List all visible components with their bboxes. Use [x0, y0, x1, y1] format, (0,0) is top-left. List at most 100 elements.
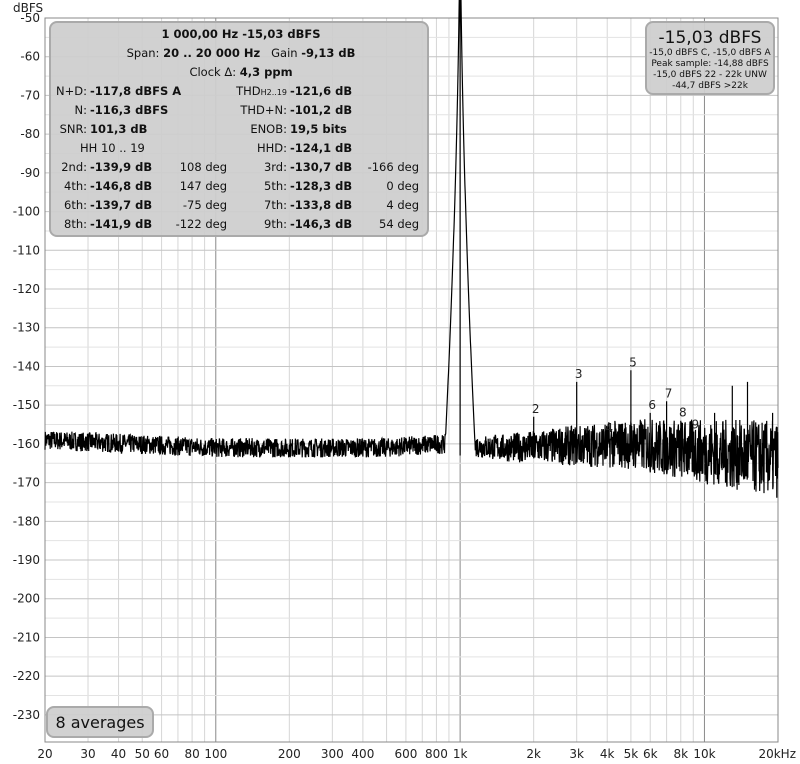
x-tick-label: 800 — [425, 747, 448, 761]
snr-value: 101,3 dB — [90, 122, 148, 136]
x-tick-label: 100 — [204, 747, 227, 761]
plot-frame — [44, 17, 779, 743]
clock-label: Clock Δ: — [189, 65, 237, 79]
y-tick-label: -50 — [20, 11, 40, 25]
x-tick-label: 2k — [526, 747, 541, 761]
x-tick-label: 8k — [673, 747, 688, 761]
y-tick-label: -180 — [13, 514, 40, 528]
y-tick-label: -170 — [13, 476, 40, 490]
harm-cell: 3rd: — [263, 160, 287, 174]
x-tick-label: 400 — [351, 747, 374, 761]
y-tick-label: -70 — [20, 88, 40, 102]
harm-cell: -139,9 dB — [90, 160, 153, 174]
harm-cell: 4 deg — [386, 198, 419, 212]
nd-value: -117,8 dBFS A — [90, 84, 182, 98]
thdn-value: -101,2 dB — [290, 103, 353, 117]
y-axis-labels: -50 -60 -70 -80 -90 -100 -110 -120 -130 -140 -150 -… — [13, 11, 40, 722]
y-tick-label: -200 — [13, 592, 40, 606]
x-tick-label: 60 — [154, 747, 169, 761]
harm-cell: -141,9 dB — [90, 217, 153, 231]
y-axis-unit: dBFS — [13, 1, 43, 15]
harm-cell: 2nd: — [61, 160, 87, 174]
y-tick-label: -140 — [13, 359, 40, 373]
harmonic-label-2: 2 — [532, 402, 540, 416]
x-tick-label: 3k — [569, 747, 584, 761]
x-tick-label: 300 — [321, 747, 344, 761]
averages-badge[interactable]: 8 averages — [46, 706, 154, 738]
harm-cell: -166 deg — [367, 160, 419, 174]
harm-cell: 108 deg — [179, 160, 227, 174]
y-tick-label: -110 — [13, 243, 40, 257]
n-value: -116,3 dBFS — [90, 103, 169, 117]
level-above: -44,7 dBFS >22k — [672, 81, 748, 91]
harm-cell: -75 deg — [182, 198, 227, 212]
harm-cell: 9th: — [264, 217, 287, 231]
span-value: 20 .. 20 000 Hz — [163, 46, 261, 60]
x-tick-label: 50 — [135, 747, 150, 761]
level-unw: -15,0 dBFS 22 - 22k UNW — [653, 70, 767, 80]
y-tick-label: -60 — [20, 50, 40, 64]
harm-cell: -139,7 dB — [90, 198, 153, 212]
harm-cell: -122 deg — [175, 217, 227, 231]
harmonic-label-4: 4 — [605, 421, 613, 435]
y-tick-label: -190 — [13, 553, 40, 567]
harm-cell: 6th: — [64, 198, 87, 212]
harmonic-label-6: 6 — [648, 398, 656, 412]
span-label: Span: — [126, 46, 160, 60]
level-peak: Peak sample: -14,88 dBFS — [651, 59, 769, 69]
x-tick-label: 5k — [624, 747, 639, 761]
harm-cell: 7th: — [264, 198, 287, 212]
x-tick-label: 10k — [693, 747, 715, 761]
thd-value: -121,6 dB — [290, 84, 353, 98]
harmonic-label-7: 7 — [665, 386, 673, 400]
thd-label: THDH2..19 — [236, 84, 287, 98]
y-tick-label: -150 — [13, 398, 40, 412]
snr-label: SNR: — [59, 122, 87, 136]
y-tick-label: -160 — [13, 437, 40, 451]
y-tick-label: -210 — [13, 630, 40, 644]
y-tick-label: -100 — [13, 205, 40, 219]
x-tick-label: 1k — [453, 747, 468, 761]
harmonic-label-9: 9 — [691, 417, 699, 431]
harmonic-label-8: 8 — [679, 406, 687, 420]
x-tick-label: 20 — [37, 747, 52, 761]
x-tick-label: 80 — [184, 747, 199, 761]
enob-value: 19,5 bits — [290, 122, 347, 136]
clock-row: Clock Δ: 4,3 ppm — [51, 63, 431, 82]
x-tick-label: 600 — [394, 747, 417, 761]
harm-cell: -146,8 dB — [90, 179, 153, 193]
x-tick-label: 40 — [111, 747, 126, 761]
y-tick-label: -80 — [20, 127, 40, 141]
x-axis-labels: 20 30 40 50 60 80 100 200 300 400 600 800 1k 2k 3k 4k 5k… — [37, 747, 796, 761]
x-tick-label: 30 — [80, 747, 95, 761]
y-tick-label: -90 — [20, 166, 40, 180]
x-tick-label: 6k — [643, 747, 658, 761]
thdn-label: THD+N: — [240, 103, 287, 117]
level-c-a: -15,0 dBFS C, -15,0 dBFS A — [649, 48, 771, 58]
clock-value: 4,3 ppm — [239, 65, 293, 79]
harm-cell: 5th: — [264, 179, 287, 193]
hh-label: HH 10 .. 19 — [80, 141, 145, 155]
harm-cell: -130,7 dB — [290, 160, 353, 174]
harmonic-label-3: 3 — [575, 367, 583, 381]
harm-cell: 8th: — [64, 217, 87, 231]
x-tick-label: 20kHz — [758, 747, 796, 761]
span-gain-row: Span: 20 .. 20 000 Hz Gain -9,13 dB — [51, 44, 431, 63]
y-tick-label: -120 — [13, 282, 40, 296]
harmonic-label-5: 5 — [629, 355, 637, 369]
x-tick-label: 200 — [278, 747, 301, 761]
harm-cell: -133,8 dB — [290, 198, 353, 212]
x-tick-label: 4k — [600, 747, 615, 761]
y-tick-label: -230 — [13, 708, 40, 722]
hhd-label: HHD: — [256, 141, 287, 155]
stats-panel: 1 000,00 Hz -15,03 dBFS Span: 20 .. 20 0… — [49, 21, 429, 237]
nd-label: N+D: — [56, 84, 87, 98]
level-panel: -15,03 dBFS -15,0 dBFS C, -15,0 dBFS A P… — [645, 21, 775, 95]
stats-header: 1 000,00 Hz -15,03 dBFS — [161, 27, 321, 41]
harm-cell: -146,3 dB — [290, 217, 353, 231]
n-label: N: — [74, 103, 87, 117]
level-main: -15,03 dBFS — [658, 28, 762, 48]
y-tick-label: -220 — [13, 669, 40, 683]
gain-label: Gain — [271, 46, 298, 60]
